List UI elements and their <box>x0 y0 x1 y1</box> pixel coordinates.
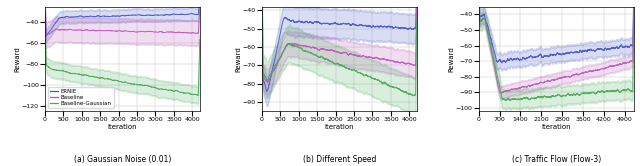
Y-axis label: Reward: Reward <box>15 46 20 72</box>
X-axis label: Iteration: Iteration <box>324 124 354 130</box>
Y-axis label: Reward: Reward <box>236 46 241 72</box>
Text: (c) Traffic Flow (Flow-3): (c) Traffic Flow (Flow-3) <box>511 155 601 164</box>
X-axis label: Iteration: Iteration <box>108 124 137 130</box>
Text: (b) Different Speed: (b) Different Speed <box>303 155 376 164</box>
Legend: ERNIE, Baseline, Baseline-Gaussian: ERNIE, Baseline, Baseline-Gaussian <box>47 87 114 108</box>
Text: (a) Gaussian Noise (0.01): (a) Gaussian Noise (0.01) <box>74 155 171 164</box>
Y-axis label: Reward: Reward <box>449 46 454 72</box>
X-axis label: Iteration: Iteration <box>541 124 571 130</box>
